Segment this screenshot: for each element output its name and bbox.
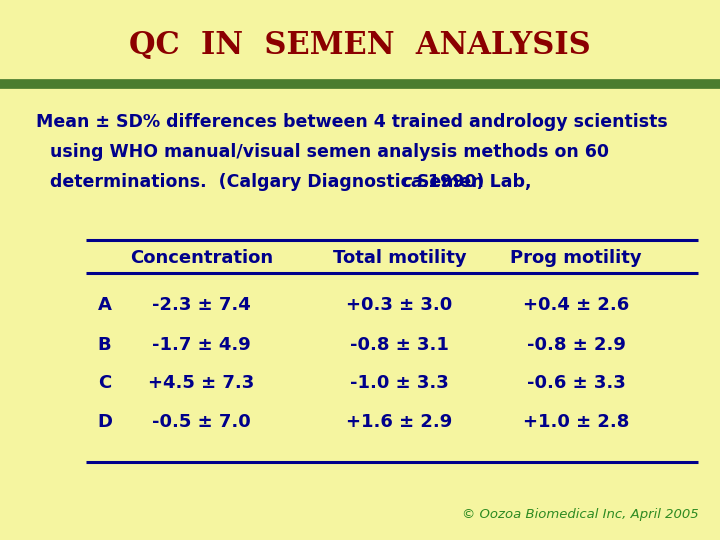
Text: -0.6 ± 3.3: -0.6 ± 3.3 [526, 374, 626, 393]
Text: -1.7 ± 4.9: -1.7 ± 4.9 [152, 335, 251, 354]
Text: +0.4 ± 2.6: +0.4 ± 2.6 [523, 296, 629, 314]
Text: B: B [98, 335, 111, 354]
Text: © Oozoa Biomedical Inc, April 2005: © Oozoa Biomedical Inc, April 2005 [462, 508, 698, 521]
Text: -0.8 ± 3.1: -0.8 ± 3.1 [350, 335, 449, 354]
Text: -0.5 ± 7.0: -0.5 ± 7.0 [152, 413, 251, 431]
Text: C: C [98, 374, 111, 393]
Text: Prog motility: Prog motility [510, 248, 642, 267]
Text: Concentration: Concentration [130, 248, 273, 267]
Text: +1.0 ± 2.8: +1.0 ± 2.8 [523, 413, 629, 431]
Text: +4.5 ± 7.3: +4.5 ± 7.3 [148, 374, 255, 393]
Text: using WHO manual/visual semen analysis methods on 60: using WHO manual/visual semen analysis m… [50, 143, 609, 161]
Text: -1.0 ± 3.3: -1.0 ± 3.3 [350, 374, 449, 393]
Text: D: D [97, 413, 112, 431]
Text: ca.: ca. [402, 173, 431, 191]
Text: +0.3 ± 3.0: +0.3 ± 3.0 [346, 296, 453, 314]
Text: Mean ± SD% differences between 4 trained andrology scientists: Mean ± SD% differences between 4 trained… [36, 113, 667, 131]
Text: 1990): 1990) [422, 173, 485, 191]
Text: -2.3 ± 7.4: -2.3 ± 7.4 [152, 296, 251, 314]
Text: +1.6 ± 2.9: +1.6 ± 2.9 [346, 413, 453, 431]
Text: Total motility: Total motility [333, 248, 467, 267]
Text: A: A [97, 296, 112, 314]
Text: QC  IN  SEMEN  ANALYSIS: QC IN SEMEN ANALYSIS [129, 30, 591, 62]
Text: -0.8 ± 2.9: -0.8 ± 2.9 [526, 335, 626, 354]
Text: determinations.  (Calgary Diagnostic Semen Lab,: determinations. (Calgary Diagnostic Seme… [50, 173, 538, 191]
